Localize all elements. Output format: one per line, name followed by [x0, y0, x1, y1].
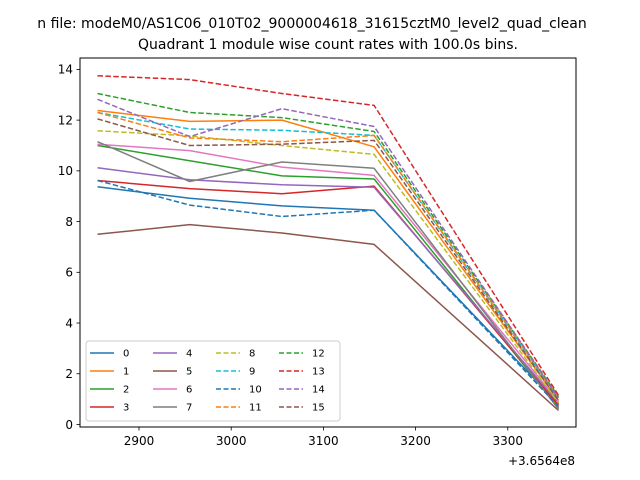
- x-tick-label-3100: 3100: [308, 434, 339, 448]
- chart-title: Quadrant 1 module wise count rates with …: [138, 37, 518, 53]
- legend-label-7: 7: [186, 403, 192, 414]
- series-line-13: [97, 75, 560, 396]
- y-tick-label-4: 4: [65, 316, 73, 330]
- legend-label-9: 9: [249, 367, 255, 378]
- y-tick-label-2: 2: [65, 367, 73, 381]
- legend-label-13: 13: [312, 367, 325, 378]
- legend-label-4: 4: [186, 349, 192, 360]
- legend-label-0: 0: [123, 349, 129, 360]
- y-tick-label-12: 12: [58, 113, 73, 127]
- x-tick-label-3200: 3200: [400, 434, 431, 448]
- legend-label-10: 10: [249, 385, 262, 396]
- y-tick-label-6: 6: [65, 266, 73, 280]
- series-line-7: [97, 141, 560, 410]
- series-line-5: [97, 223, 560, 412]
- series-line-14: [97, 98, 560, 399]
- x-tick-label-3000: 3000: [216, 434, 247, 448]
- plot-area-frame: [79, 57, 577, 428]
- y-tick-label-14: 14: [58, 63, 73, 77]
- legend-label-3: 3: [123, 403, 129, 414]
- legend-label-15: 15: [312, 403, 325, 414]
- y-tick-label-10: 10: [58, 164, 73, 178]
- legend-label-6: 6: [186, 385, 192, 396]
- x-tick-label-3300: 3300: [493, 434, 524, 448]
- legend-label-1: 1: [123, 367, 129, 378]
- legend-label-2: 2: [123, 385, 129, 396]
- y-tick-label-0: 0: [65, 418, 73, 432]
- series-line-0: [97, 186, 560, 405]
- x-axis: 2900 3000 3100 3200 3300: [124, 427, 523, 448]
- series-line-15: [97, 118, 560, 401]
- series-line-8: [97, 130, 560, 404]
- x-axis-offset-label: +3.6564e8: [508, 454, 575, 468]
- legend-label-5: 5: [186, 367, 192, 378]
- series-line-6: [97, 143, 560, 403]
- series-line-11: [97, 111, 560, 399]
- series-line-2: [97, 144, 560, 409]
- legend-label-14: 14: [312, 385, 325, 396]
- figure-suptitle: n file: modeM0/AS1C06_010T02_9000004618_…: [37, 16, 586, 32]
- series-line-9: [97, 111, 560, 400]
- legend-label-11: 11: [249, 403, 262, 414]
- y-tick-label-8: 8: [65, 215, 73, 229]
- series-line-12: [97, 92, 560, 398]
- legend-label-8: 8: [249, 349, 255, 360]
- series-line-4: [97, 167, 560, 404]
- series-line-1: [97, 109, 560, 401]
- legend-frame: [85, 340, 341, 422]
- series-line-10: [97, 179, 560, 408]
- legend-label-12: 12: [312, 349, 325, 360]
- y-axis: 0 2 4 6 8 10 12 14: [58, 63, 80, 432]
- x-tick-label-2900: 2900: [124, 434, 155, 448]
- series-lines: [97, 75, 560, 412]
